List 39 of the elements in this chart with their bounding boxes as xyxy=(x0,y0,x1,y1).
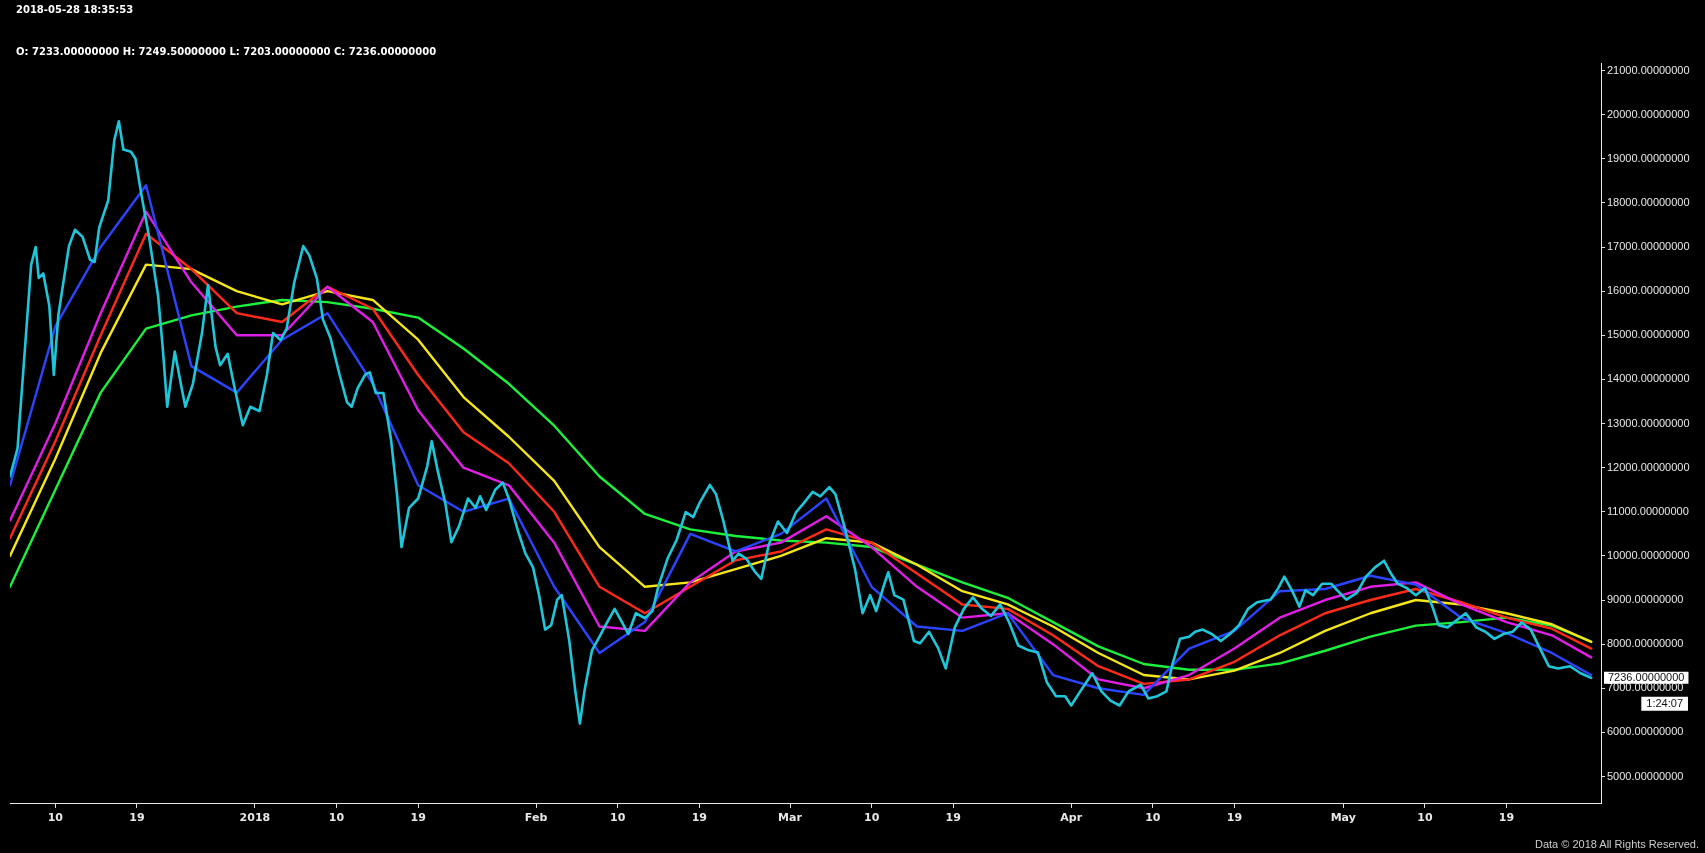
x-tick-label: May xyxy=(1330,811,1356,825)
y-tick-label: 14000.00000000 xyxy=(1607,372,1690,385)
y-tick-label: 17000.00000000 xyxy=(1607,240,1690,253)
y-tick-label: 16000.00000000 xyxy=(1607,284,1690,297)
x-tick-label: 10 xyxy=(610,811,626,825)
y-tick-label: 6000.00000000 xyxy=(1607,725,1684,738)
x-tick-label: Apr xyxy=(1060,811,1083,825)
x-tick-label: Mar xyxy=(778,811,803,825)
text: 2018-05-28 18:35:53 xyxy=(16,4,134,16)
x-tick-label: 19 xyxy=(129,811,145,825)
y-tick-label: 10000.00000000 xyxy=(1607,548,1690,561)
y-tick-label: 7000.00000000 xyxy=(1607,681,1684,694)
x-tick-label: 10 xyxy=(47,811,64,825)
x-tick-label: 10 xyxy=(328,811,345,825)
x-tick-label: 10 xyxy=(863,811,880,825)
y-tick-label: 18000.00000000 xyxy=(1607,195,1690,208)
text: Data © 2018 All Rights Reserved. xyxy=(1534,838,1699,851)
x-tick-label: 19 xyxy=(410,811,426,825)
y-tick-label: 21000.00000000 xyxy=(1607,63,1690,76)
y-tick-label: 13000.00000000 xyxy=(1607,416,1690,429)
x-tick-label: 19 xyxy=(1498,811,1515,825)
y-tick-label: 5000.00000000 xyxy=(1607,769,1684,782)
chart-subtitle: O: 7233.00000000 H: 7249.50000000 L: 7203.00000000 C: 7236.00000000 xyxy=(16,46,437,58)
y-tick-label: 15000.00000000 xyxy=(1607,328,1690,341)
x-tick-label: Feb xyxy=(524,811,548,825)
y-tick-label: 11000.00000000 xyxy=(1607,504,1689,517)
x-tick-label: 19 xyxy=(691,811,707,825)
text: 7236.00000000 xyxy=(1608,670,1685,683)
text: 1:24:07 xyxy=(1646,696,1683,709)
y-tick-label: 20000.00000000 xyxy=(1607,107,1690,120)
y-tick-label: 9000.00000000 xyxy=(1607,593,1684,606)
x-tick-label: 19 xyxy=(945,811,961,825)
x-tick-label: 10 xyxy=(1417,811,1433,825)
y-tick-label: 12000.00000000 xyxy=(1607,460,1690,473)
x-tick-label: 2018 xyxy=(239,811,271,825)
x-tick-label: 10 xyxy=(1145,811,1161,825)
x-tick-label: 19 xyxy=(1226,811,1243,825)
y-tick-label: 19000.00000000 xyxy=(1607,151,1690,164)
y-tick-label: 8000.00000000 xyxy=(1607,637,1684,650)
